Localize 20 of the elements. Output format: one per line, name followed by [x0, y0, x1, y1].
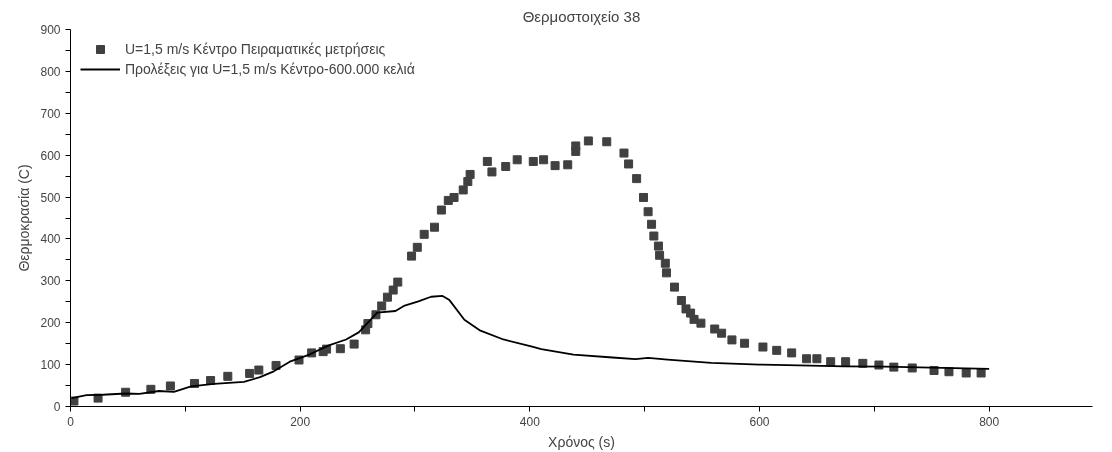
x-tick-label: 800	[979, 414, 1000, 429]
x-axis-title: Χρόνος (s)	[548, 433, 615, 450]
y-tick-label: 700	[40, 106, 61, 121]
y-tick-label: 400	[40, 232, 61, 247]
chart-title: Θερμοστοιχείο 38	[522, 7, 641, 25]
y-tick-label: 200	[40, 316, 61, 331]
x-tick-label: 400	[519, 414, 541, 429]
y-axis-title: Θερμοκρασία (C)	[16, 164, 33, 272]
legend-label: Προλέξεις για U=1,5 m/s Κέντρο-600.000 κελιά	[125, 61, 415, 77]
y-tick-label: 100	[40, 358, 61, 373]
x-tick-label: 600	[749, 414, 770, 429]
x-tick-label: 0	[67, 414, 75, 429]
y-tick-label: 600	[40, 148, 61, 163]
y-tick-label: 500	[40, 190, 61, 205]
y-tick-label: 0	[53, 400, 61, 414]
y-tick-label: 300	[40, 274, 61, 289]
y-tick-label: 800	[40, 64, 61, 79]
y-tick-label: 900	[40, 23, 61, 37]
x-tick-label: 200	[290, 414, 311, 429]
legend-label: U=1,5 m/s Κέντρο Πειραματικές μετρήσεις	[125, 41, 386, 57]
